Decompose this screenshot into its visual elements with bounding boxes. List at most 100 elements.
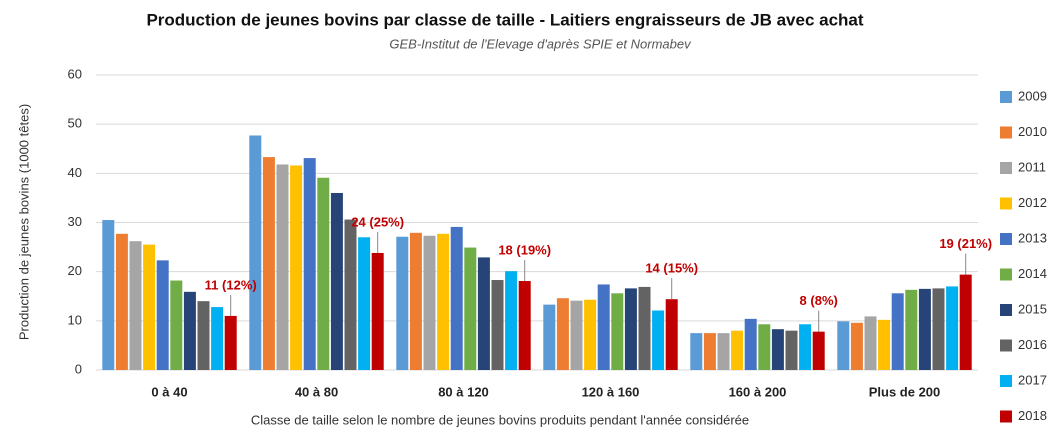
legend-swatch <box>1000 197 1012 210</box>
legend-swatch <box>1000 410 1012 423</box>
data-label: 24 (25%) <box>351 214 404 229</box>
legend-swatch <box>1000 375 1012 387</box>
bar <box>290 165 303 370</box>
y-tick-label: 40 <box>68 165 82 180</box>
legend-swatch <box>1000 304 1012 316</box>
bar <box>837 321 850 370</box>
bar <box>785 330 798 370</box>
bar <box>864 316 877 370</box>
bar <box>959 274 972 370</box>
data-label: 8 (8%) <box>800 293 838 308</box>
legend-swatch <box>1000 126 1012 139</box>
x-tick-label: Plus de 200 <box>869 384 941 399</box>
y-tick-label: 30 <box>68 214 82 229</box>
y-tick-label: 50 <box>68 116 82 131</box>
data-label: 14 (15%) <box>645 261 698 276</box>
bar <box>556 298 569 370</box>
bar <box>905 289 918 370</box>
x-tick-label: 0 à 40 <box>151 384 187 399</box>
x-tick-label: 80 à 120 <box>438 384 489 399</box>
legend-swatch <box>1000 162 1012 174</box>
bar <box>597 284 610 370</box>
bar <box>156 260 169 370</box>
legend-label: 2014 <box>1018 266 1047 281</box>
legend-label: 2018 <box>1018 408 1047 423</box>
bar <box>303 158 316 370</box>
legend-swatch <box>1000 339 1012 352</box>
y-tick-label: 60 <box>68 66 82 81</box>
bar <box>423 235 436 370</box>
bar <box>464 247 477 370</box>
bar <box>129 241 142 370</box>
bar <box>918 288 931 370</box>
x-tick-label: 40 à 80 <box>295 384 338 399</box>
legend-label: 2009 <box>1018 88 1047 103</box>
data-label: 18 (19%) <box>498 242 551 257</box>
bar <box>703 333 716 370</box>
bar <box>477 257 490 370</box>
bar <box>211 307 224 370</box>
legend-swatch <box>1000 91 1012 103</box>
bar <box>946 286 959 370</box>
bar <box>932 288 945 370</box>
bar <box>799 324 812 370</box>
chart-title: Production de jeunes bovins par classe d… <box>146 10 863 29</box>
bar <box>758 324 771 370</box>
chart-subtitle: GEB-Institut de l'Elevage d'après SPIE e… <box>389 36 692 51</box>
data-label: 11 (12%) <box>205 277 257 292</box>
bar <box>197 301 210 370</box>
bar <box>276 164 289 370</box>
bar <box>396 236 409 370</box>
legend-label: 2013 <box>1018 230 1047 245</box>
bar <box>611 293 624 370</box>
x-axis-title: Classe de taille selon le nombre de jeun… <box>251 412 749 427</box>
x-tick-label: 160 à 200 <box>729 384 787 399</box>
legend-swatch <box>1000 268 1012 281</box>
y-tick-label: 20 <box>68 263 82 278</box>
legend-label: 2017 <box>1018 372 1047 387</box>
bar <box>624 288 637 370</box>
y-tick-label: 0 <box>75 361 82 376</box>
bar <box>183 291 196 370</box>
bar <box>143 244 156 370</box>
bar <box>224 315 237 370</box>
bar <box>491 280 504 370</box>
bar <box>690 333 703 370</box>
legend-swatch <box>1000 233 1012 245</box>
bar <box>409 232 422 370</box>
bar <box>744 318 757 370</box>
bar <box>358 237 371 370</box>
bar <box>891 293 904 370</box>
bar <box>812 331 825 370</box>
bar <box>344 219 357 370</box>
bar <box>878 319 891 370</box>
bar <box>652 310 665 370</box>
data-label: 19 (21%) <box>939 236 992 251</box>
bar <box>584 299 597 370</box>
legend-label: 2010 <box>1018 124 1047 139</box>
bar <box>543 304 556 370</box>
bar <box>437 233 450 370</box>
bar <box>102 220 115 370</box>
bar <box>371 252 384 370</box>
legend-label: 2011 <box>1018 159 1046 174</box>
x-tick-label: 120 à 160 <box>582 384 640 399</box>
bar <box>731 330 744 370</box>
bar <box>330 193 343 370</box>
bar <box>505 271 518 370</box>
legend-label: 2016 <box>1018 337 1047 352</box>
y-tick-label: 10 <box>68 312 82 327</box>
bar <box>570 300 583 370</box>
bar <box>638 286 651 370</box>
bar <box>850 322 863 370</box>
bar <box>317 177 330 370</box>
bar <box>249 135 262 370</box>
bar <box>518 281 531 370</box>
bar <box>115 233 128 370</box>
bar <box>717 333 730 370</box>
legend-label: 2015 <box>1018 301 1047 316</box>
bar <box>170 280 183 370</box>
bar <box>262 157 275 370</box>
bar <box>665 299 678 370</box>
